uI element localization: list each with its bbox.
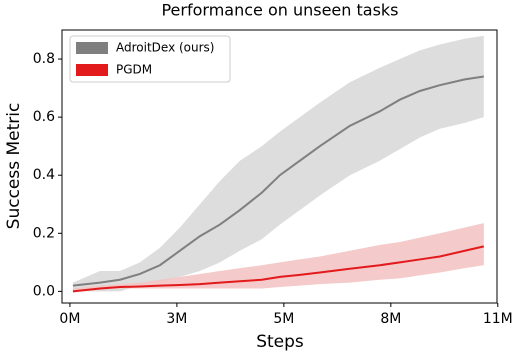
x-tick-label: 3M bbox=[166, 311, 187, 327]
y-tick-label: 0.2 bbox=[33, 225, 55, 241]
x-axis-label: Steps bbox=[256, 332, 304, 352]
x-tick-label: 11M bbox=[483, 311, 512, 327]
confidence-band bbox=[72, 223, 484, 292]
y-axis-label: Success Metric bbox=[4, 103, 24, 230]
series-line bbox=[72, 75, 484, 287]
x-tick-label: 8M bbox=[380, 311, 401, 327]
legend-label: AdroitDex (ours) bbox=[116, 41, 215, 55]
chart-title: Performance on unseen tasks bbox=[161, 1, 398, 20]
confidence-band bbox=[72, 35, 484, 292]
y-tick-label: 0.8 bbox=[33, 51, 55, 67]
x-tick-label: 0M bbox=[59, 311, 80, 327]
legend-box bbox=[69, 35, 231, 83]
legend-swatch bbox=[76, 64, 108, 76]
x-tick-label: 5M bbox=[273, 311, 294, 327]
y-tick-label: 0.0 bbox=[33, 283, 55, 299]
legend-swatch bbox=[76, 42, 108, 54]
plot-frame bbox=[61, 29, 498, 304]
y-tick-label: 0.6 bbox=[33, 109, 55, 125]
legend-label: PGDM bbox=[116, 63, 152, 77]
y-tick-label: 0.4 bbox=[33, 167, 55, 183]
series-line bbox=[72, 245, 485, 293]
